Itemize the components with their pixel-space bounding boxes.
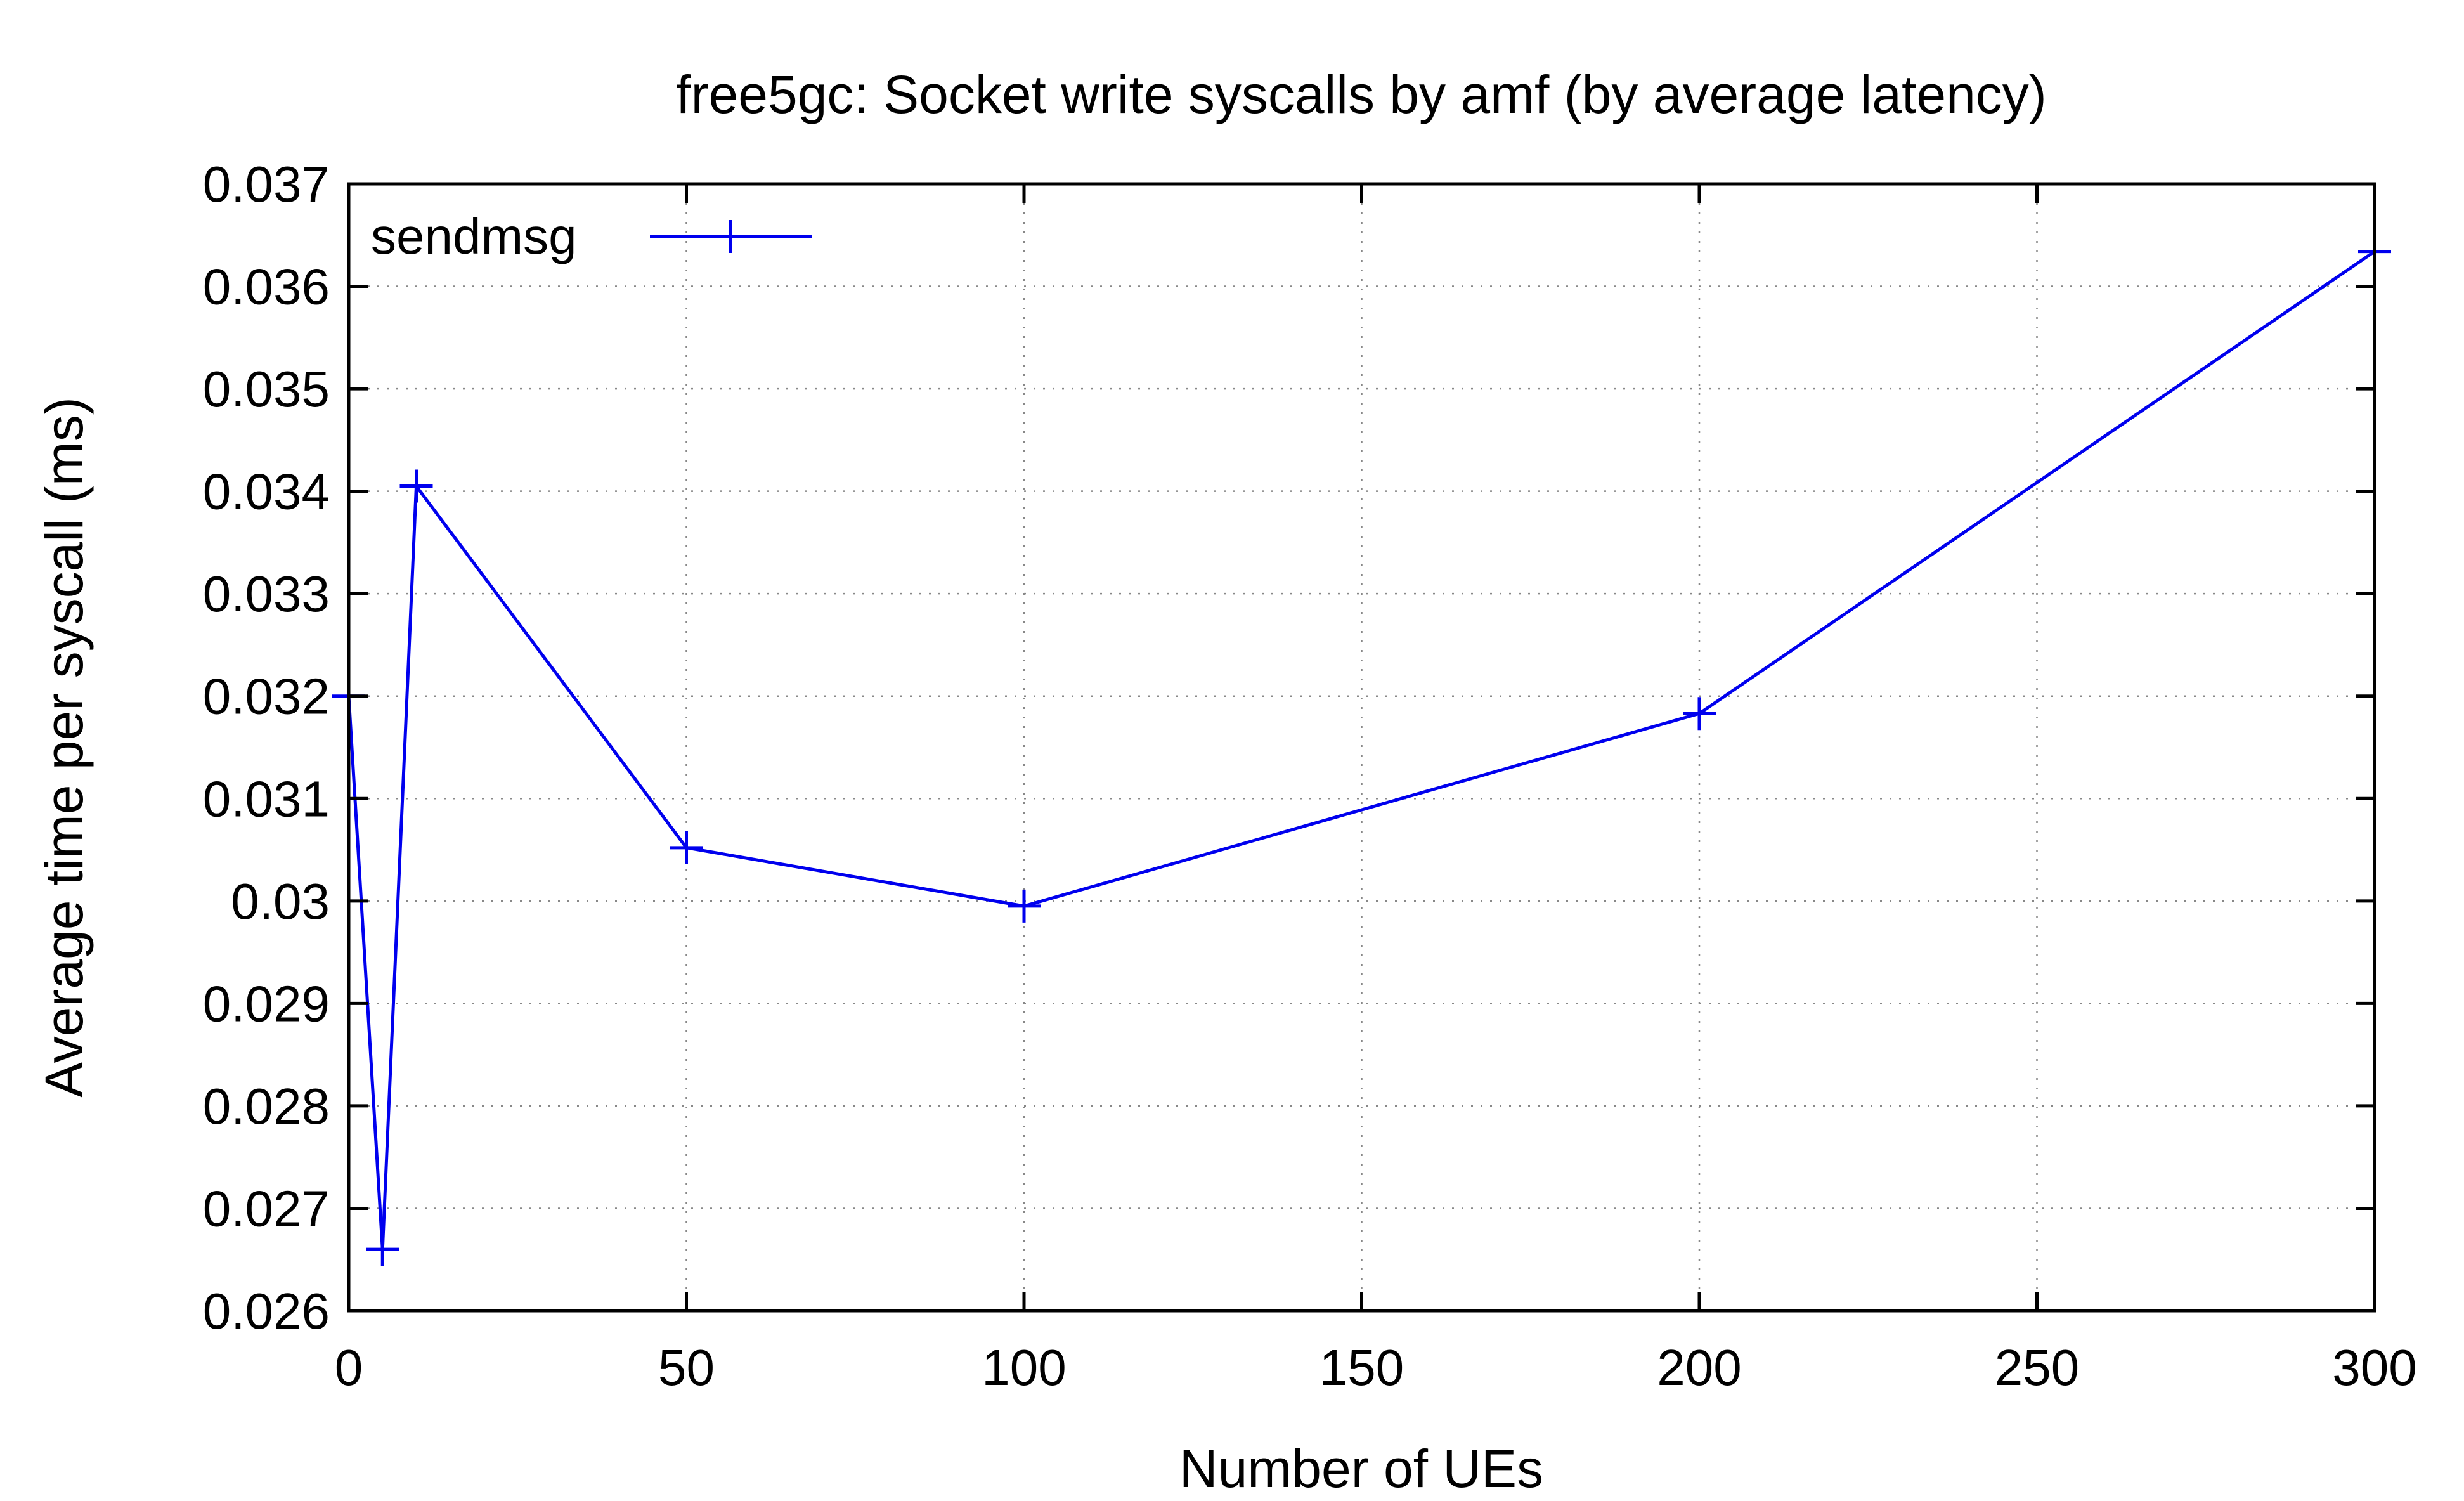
legend-line-sample [650,220,812,253]
y-tick-label: 0.034 [203,464,330,520]
y-tick-label: 0.031 [203,770,330,827]
y-tick-label: 0.029 [203,975,330,1032]
y-axis-title: Average time per syscall (ms) [34,397,94,1098]
x-tick-label: 100 [982,1339,1066,1396]
y-tick-label: 0.026 [203,1283,330,1339]
x-tick-label: 200 [1657,1339,1741,1396]
x-tick-label: 50 [658,1339,715,1396]
y-tick-label: 0.028 [203,1078,330,1134]
legend-label: sendmsg [371,208,577,264]
y-tick-label: 0.03 [231,873,330,930]
legend: sendmsg [371,208,812,264]
chart-title: free5gc: Socket write syscalls by amf (b… [676,65,2047,124]
y-tick-label: 0.033 [203,566,330,622]
data-point-marker [670,831,703,864]
data-point-marker [399,469,433,503]
x-tick-label: 150 [1320,1339,1404,1396]
y-tick-label: 0.032 [203,668,330,725]
x-tick-label: 250 [1995,1339,2079,1396]
y-tick-label: 0.027 [203,1180,330,1237]
axis-ticks: 0.026 0.027 0.028 0.029 0.03 0.031 0.032 0.033 0… [203,156,2417,1396]
x-tick-label: 0 [335,1339,363,1396]
x-axis-title: Number of UEs [1179,1439,1543,1498]
y-tick-label: 0.036 [203,259,330,315]
y-tick-label: 0.035 [203,361,330,417]
data-point-marker [366,1233,399,1266]
data-point-marker [1008,889,1041,923]
x-tick-label: 300 [2332,1339,2416,1396]
y-tick-label: 0.037 [203,156,330,212]
data-point-marker [1683,697,1716,731]
